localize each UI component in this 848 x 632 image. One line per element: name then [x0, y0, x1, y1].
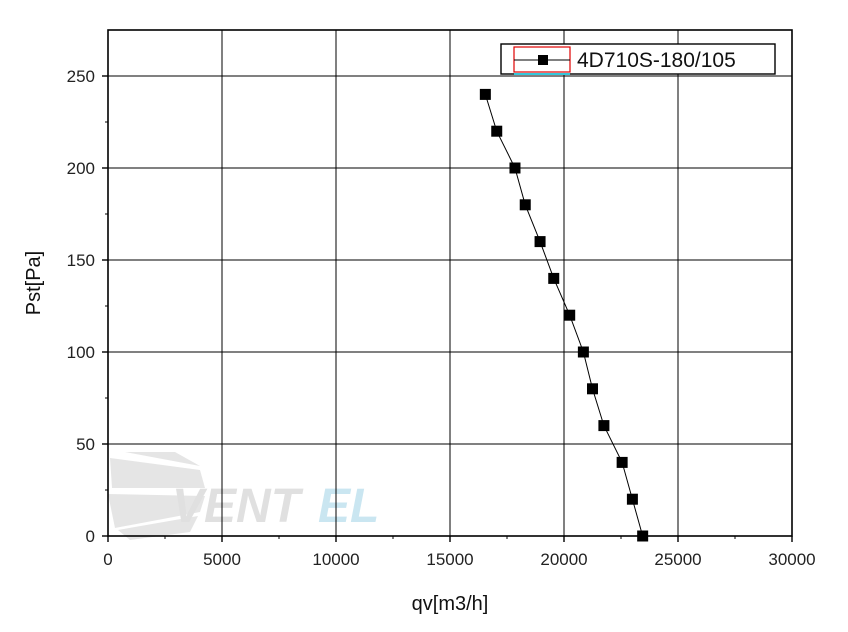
series-layer: [479, 88, 649, 542]
y-tick-label: 100: [67, 343, 95, 362]
legend-marker: [538, 55, 548, 65]
y-tick-label: 250: [67, 67, 95, 86]
x-tick-label: 30000: [768, 550, 815, 569]
y-tick-label: 200: [67, 159, 95, 178]
data-point: [548, 272, 560, 284]
legend-label: 4D710S-180/105: [577, 49, 736, 72]
data-point: [509, 162, 521, 174]
y-axis-title: Pst[Pa]: [23, 251, 45, 315]
y-tick-label: 0: [86, 527, 95, 546]
data-point: [577, 346, 589, 358]
x-tick-label: 0: [103, 550, 112, 569]
data-point: [534, 236, 546, 248]
x-axis-title: qv[m3/h]: [412, 593, 489, 615]
legend: 4D710S-180/105: [500, 43, 776, 75]
watermark-text-accent: EL: [318, 480, 379, 533]
data-point: [626, 493, 638, 505]
x-tick-label: 25000: [654, 550, 701, 569]
y-tick-label: 50: [76, 435, 95, 454]
watermark-text: VENT: [172, 480, 304, 533]
x-tick-label: 15000: [426, 550, 473, 569]
data-point: [519, 199, 531, 211]
grid-lines: [108, 30, 792, 536]
data-point: [598, 420, 610, 432]
ventel-watermark-logo: VENT EL: [108, 452, 379, 540]
data-point: [564, 309, 576, 321]
fan-blades-icon: [108, 452, 205, 540]
data-point: [616, 456, 628, 468]
x-tick-labels: 0 5000 10000 15000 20000 25000 30000: [103, 550, 815, 569]
data-point: [587, 383, 598, 395]
x-tick-label: 5000: [203, 550, 241, 569]
data-point: [491, 125, 503, 137]
data-point: [479, 88, 491, 100]
y-tick-label: 150: [67, 251, 95, 270]
y-tick-labels: 0 50 100 150 200 250: [67, 67, 95, 546]
x-tick-label: 10000: [312, 550, 359, 569]
x-tick-label: 20000: [540, 550, 587, 569]
data-point: [637, 530, 649, 542]
axis-ticks: [102, 75, 793, 542]
